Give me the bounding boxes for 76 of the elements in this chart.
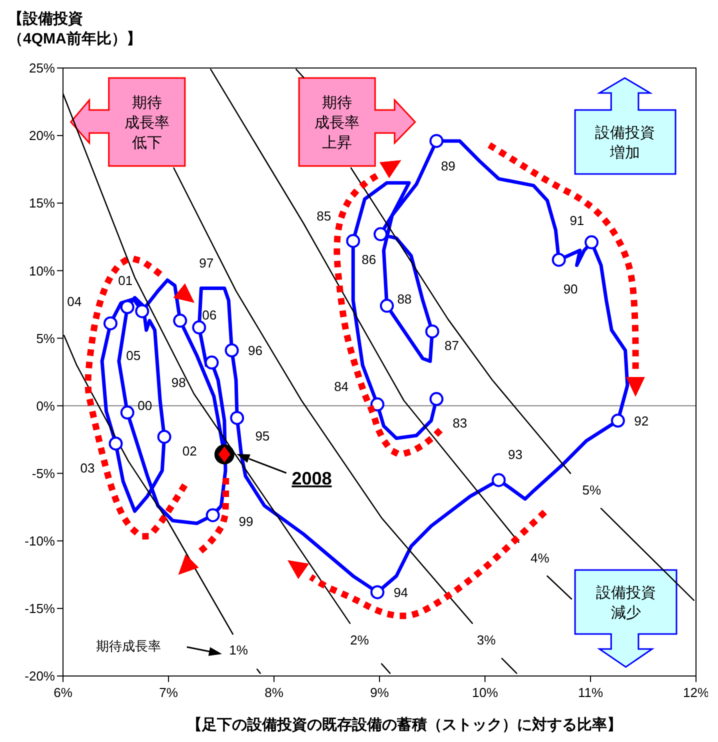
annotation: 97 <box>199 256 214 271</box>
annotation: 91 <box>570 212 584 228</box>
x-axis-title: 【足下の設備投資の既存設備の蓄積（ストック）に対する比率】 <box>187 715 622 734</box>
point <box>204 356 219 370</box>
annotation: 86 <box>362 252 376 267</box>
annotation: 99 <box>238 514 254 529</box>
point <box>173 314 188 328</box>
annotation: 2% <box>350 632 370 648</box>
annotation: 01 <box>118 272 133 288</box>
point <box>135 304 150 318</box>
annotation: 93 <box>508 446 523 462</box>
y-tick-label: 5% <box>36 330 56 346</box>
annotation: 04 <box>67 294 82 310</box>
point <box>192 320 206 334</box>
point <box>120 406 134 420</box>
y-tick-label: 0% <box>36 398 56 414</box>
annotation: 03 <box>80 460 95 476</box>
annotation: 88 <box>397 291 412 306</box>
annotation: 期待成長率上昇 <box>314 94 360 152</box>
annotation: 設備投資増加 <box>594 124 655 162</box>
x-tick-label: 9% <box>370 685 390 700</box>
point <box>157 430 172 444</box>
annotation: 期待成長率低下 <box>124 94 170 152</box>
y-tick-label: -20% <box>24 668 56 684</box>
point <box>108 436 123 451</box>
annotation: 96 <box>248 343 262 358</box>
annotation: 06 <box>202 307 217 322</box>
annotation: 95 <box>255 428 270 444</box>
annotation: 02 <box>182 444 197 459</box>
point <box>610 414 625 428</box>
point <box>230 410 244 425</box>
point <box>346 234 360 248</box>
point <box>380 298 394 313</box>
annotation: 5% <box>582 482 602 498</box>
annotation: 87 <box>444 338 459 354</box>
point <box>103 316 118 330</box>
y-tick-label: -10% <box>24 534 56 549</box>
point <box>120 300 134 314</box>
point <box>429 134 444 148</box>
y-tick-label: -5% <box>32 466 56 481</box>
point <box>425 324 440 338</box>
x-tick-label: 6% <box>54 685 73 700</box>
point <box>552 252 566 267</box>
annotation: 85 <box>316 208 332 224</box>
point <box>224 343 239 358</box>
annotation: 4% <box>530 550 550 566</box>
x-tick-label: 7% <box>159 685 178 700</box>
annotation: 1% <box>229 642 248 658</box>
annotation: 92 <box>634 413 649 428</box>
annotation: 94 <box>394 584 408 600</box>
annotation: 05 <box>126 348 141 363</box>
x-tick-label: 8% <box>264 685 284 700</box>
annotation: 89 <box>440 158 456 174</box>
point <box>492 473 506 488</box>
x-tick-label: 11% <box>578 685 604 700</box>
y-tick-label: -15% <box>24 601 56 616</box>
annotation: 90 <box>563 282 578 297</box>
annotation: 設備投資減少 <box>596 584 656 622</box>
point <box>374 227 388 242</box>
x-tick-label: 10% <box>472 685 498 700</box>
y-tick-label: 10% <box>28 263 56 278</box>
y-tick-label: 25% <box>28 60 56 76</box>
y-tick-label: 20% <box>28 128 56 144</box>
annotation: 84 <box>334 379 349 394</box>
point <box>206 508 220 522</box>
annotation: 2008 <box>292 468 332 488</box>
annotation: 83 <box>452 416 468 431</box>
annotation: 98 <box>171 375 186 390</box>
annotation: 期待成長率 <box>96 638 161 654</box>
y-tick-label: 15% <box>28 196 56 211</box>
y-axis-title: 【設備投資（4QMA前年比）】 <box>8 10 142 48</box>
annotation: 00 <box>138 398 152 414</box>
point <box>429 392 444 406</box>
point <box>370 585 384 600</box>
annotation: 3% <box>476 632 496 648</box>
point <box>584 235 599 250</box>
